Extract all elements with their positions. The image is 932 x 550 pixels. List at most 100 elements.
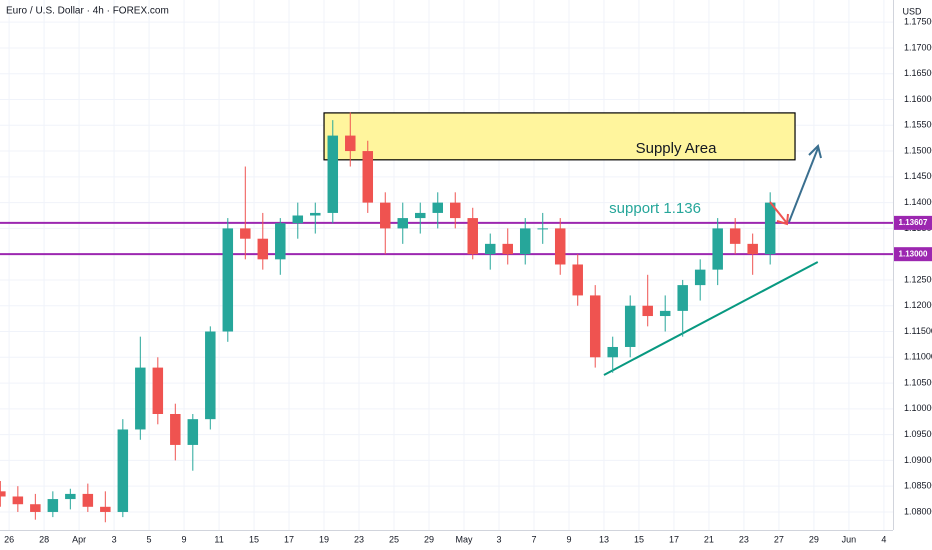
candle-body — [275, 223, 286, 260]
y-tick-label: 1.16500 — [904, 68, 932, 78]
chart-title: Euro / U.S. Dollar · 4h · FOREX.com — [6, 6, 169, 17]
candle-body — [0, 491, 6, 497]
y-tick-label: 1.11500 — [904, 326, 932, 336]
candle-body — [432, 202, 444, 213]
candle-body — [589, 295, 601, 358]
candle-body — [240, 228, 251, 239]
y-tick-label: 1.16000 — [904, 94, 932, 104]
candle-body — [712, 228, 723, 270]
y-tick-label: 1.09000 — [904, 455, 932, 465]
y-tick-label: 1.15500 — [904, 120, 932, 130]
x-tick-label: 17 — [669, 534, 679, 544]
level-tag — [894, 247, 932, 262]
up-arrow-head — [808, 144, 822, 159]
level-tag-label: 1.13607 — [899, 218, 928, 227]
candle-body — [292, 215, 304, 224]
y-tick-label: 1.10000 — [904, 403, 932, 413]
x-tick-label: 11 — [214, 534, 223, 544]
candle-body — [397, 218, 409, 229]
candle-body — [30, 504, 41, 512]
y-tick-label: 1.17000 — [904, 42, 932, 52]
y-tick-label: 1.12000 — [904, 300, 932, 310]
x-tick-label: 3 — [112, 534, 117, 544]
candle-body — [187, 419, 199, 445]
candle-body — [607, 346, 618, 358]
candle-body — [554, 228, 566, 265]
y-tick-label: 1.08500 — [904, 481, 932, 491]
y-tick-label: 1.12500 — [904, 274, 932, 284]
x-tick-label: 9 — [182, 534, 187, 544]
x-tick-label: 27 — [774, 534, 784, 544]
x-tick-label: 4 — [881, 534, 886, 544]
candle-body — [327, 135, 339, 213]
x-tick-label: Apr — [72, 534, 86, 544]
candle-body — [747, 243, 758, 255]
currency-label: USD — [902, 6, 922, 16]
candle-body — [659, 310, 671, 317]
x-tick-label: 5 — [147, 534, 152, 544]
candle-body — [345, 135, 356, 152]
candle-body — [100, 506, 111, 512]
candles — [0, 112, 776, 523]
supply-zone-label: Supply Area — [636, 140, 718, 157]
candle-body — [729, 228, 741, 244]
candle-body — [467, 218, 478, 255]
candle-body — [519, 228, 531, 255]
level-tag-label: 1.13000 — [899, 249, 928, 258]
x-tick-label: 21 — [704, 534, 714, 544]
x-tick-label: 15 — [634, 534, 644, 544]
x-tick-label: 17 — [284, 534, 294, 544]
supply-zone — [323, 112, 796, 161]
x-tick-label: 23 — [739, 534, 749, 544]
candle-body — [694, 269, 706, 286]
x-tick-label: May — [455, 534, 473, 544]
up-arrow — [788, 147, 819, 223]
candle-body — [624, 305, 636, 347]
axes: 1.08000 1.08500 1.09000 1.09500 1.10000 1.105… — [4, 17, 932, 544]
x-tick-label: 29 — [424, 534, 434, 544]
candle-body — [82, 493, 94, 507]
trendline — [603, 261, 819, 376]
candle-body — [484, 243, 496, 255]
grid — [0, 0, 893, 530]
support-label: support 1.136 — [609, 200, 701, 217]
x-tick-label: 23 — [354, 534, 364, 544]
candle-body — [415, 212, 426, 219]
candle-body — [205, 331, 216, 420]
y-tick-label: 1.14500 — [904, 171, 932, 181]
candle-body — [537, 228, 548, 230]
x-tick-label: 15 — [249, 534, 259, 544]
candle-body — [380, 202, 391, 229]
candle-body — [677, 285, 688, 311]
candle-body — [449, 202, 461, 219]
x-tick-label: 25 — [389, 534, 399, 544]
candle-body — [257, 238, 269, 260]
y-tick-label: 1.15000 — [904, 145, 932, 155]
candle-body — [12, 496, 24, 505]
overlays: Supply Area support 1.136 — [0, 112, 893, 376]
candle-body — [572, 264, 583, 296]
candle-body — [764, 202, 776, 255]
level-tag — [894, 215, 932, 230]
x-tick-label: 19 — [319, 534, 329, 544]
x-tick-label: 26 — [4, 534, 14, 544]
candle-body — [170, 413, 181, 445]
down-arrow-head — [776, 213, 789, 226]
x-tick-label: 3 — [496, 534, 501, 544]
y-tick-label: 1.11000 — [904, 352, 932, 362]
candle-body — [47, 499, 59, 512]
candle-body — [642, 305, 653, 317]
x-tick-label: 9 — [566, 534, 571, 544]
x-tick-label: 13 — [599, 534, 609, 544]
x-tick-label: 7 — [531, 534, 536, 544]
x-tick-label: Jun — [842, 534, 857, 544]
candle-body — [65, 493, 76, 500]
candle-body — [310, 212, 321, 216]
candle-body — [362, 151, 374, 203]
y-tick-label: 1.14000 — [904, 197, 932, 207]
x-tick-label: 28 — [39, 534, 49, 544]
y-tick-label: 1.10500 — [904, 377, 932, 387]
candle-body — [502, 243, 513, 255]
